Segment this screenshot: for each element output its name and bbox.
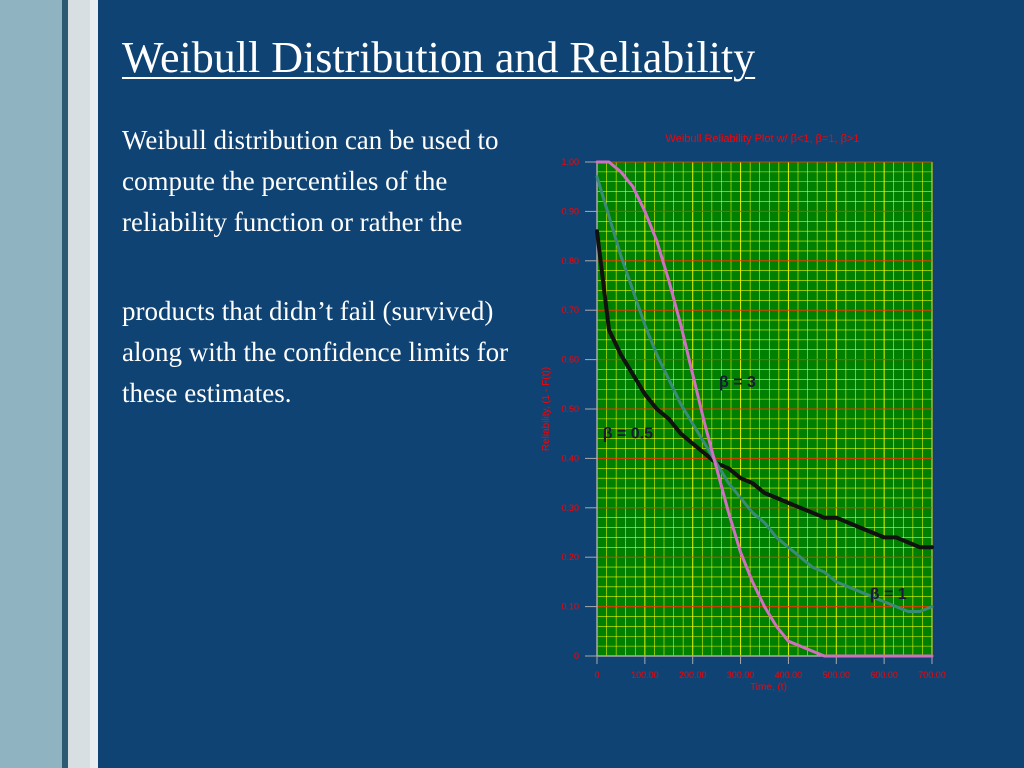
series-line-beta-0-5 xyxy=(595,229,934,550)
left-stripe-white xyxy=(90,0,98,768)
y-tick-label: 0.90 xyxy=(561,206,579,216)
series-label-beta-3: β = 3 xyxy=(719,374,756,391)
x-tick-label: 0 xyxy=(594,670,599,680)
x-tick-label: 200.00 xyxy=(679,670,707,680)
y-axis-label: Reliability, (1 - F(t)) xyxy=(541,367,552,451)
left-stripe-light xyxy=(0,0,62,768)
chart-title: Weibull Reliability Plot w/ β<1, β=1, β>… xyxy=(666,133,860,145)
weibull-reliability-chart: 0 0.10 0.20 0.30 0.40 0.50 0.60 0.70 0.80 0.90 1.0… xyxy=(541,133,946,693)
series-line-beta-1 xyxy=(595,175,934,613)
x-tick-label: 600.00 xyxy=(870,670,898,680)
x-tick-label: 100.00 xyxy=(631,670,659,680)
y-tick-label: 0.50 xyxy=(561,404,579,414)
left-stripe-dark xyxy=(62,0,68,768)
y-tick-label: 0.70 xyxy=(561,305,579,315)
y-tick-label: 0 xyxy=(574,651,579,661)
y-tick-label: 0.10 xyxy=(561,602,579,612)
x-axis-label: Time, (t) xyxy=(750,682,787,693)
series-label-beta-0-5: β = 0.5 xyxy=(603,426,653,443)
x-tick-label: 700.00 xyxy=(918,670,946,680)
y-tick-label: 0.60 xyxy=(561,355,579,365)
x-tick-label: 400.00 xyxy=(775,670,803,680)
y-tick-label: 0.80 xyxy=(561,256,579,266)
x-tick-label: 500.00 xyxy=(823,670,851,680)
y-tick-label: 1.00 xyxy=(561,157,579,167)
y-tick-label: 0.30 xyxy=(561,503,579,513)
x-tick-label: 300.00 xyxy=(727,670,755,680)
y-tick-label: 0.20 xyxy=(561,552,579,562)
y-tick-label: 0.40 xyxy=(561,453,579,463)
left-stripe-grey xyxy=(68,0,90,768)
series-label-beta-1: β = 1 xyxy=(870,586,907,603)
body-paragraph-1: Weibull distribution can be used to comp… xyxy=(122,125,499,237)
series-line-beta-3 xyxy=(595,160,934,658)
slide-title: Weibull Distribution and Reliability xyxy=(122,33,756,82)
body-paragraph-2: products that didn’t fail (survived) alo… xyxy=(122,296,509,408)
